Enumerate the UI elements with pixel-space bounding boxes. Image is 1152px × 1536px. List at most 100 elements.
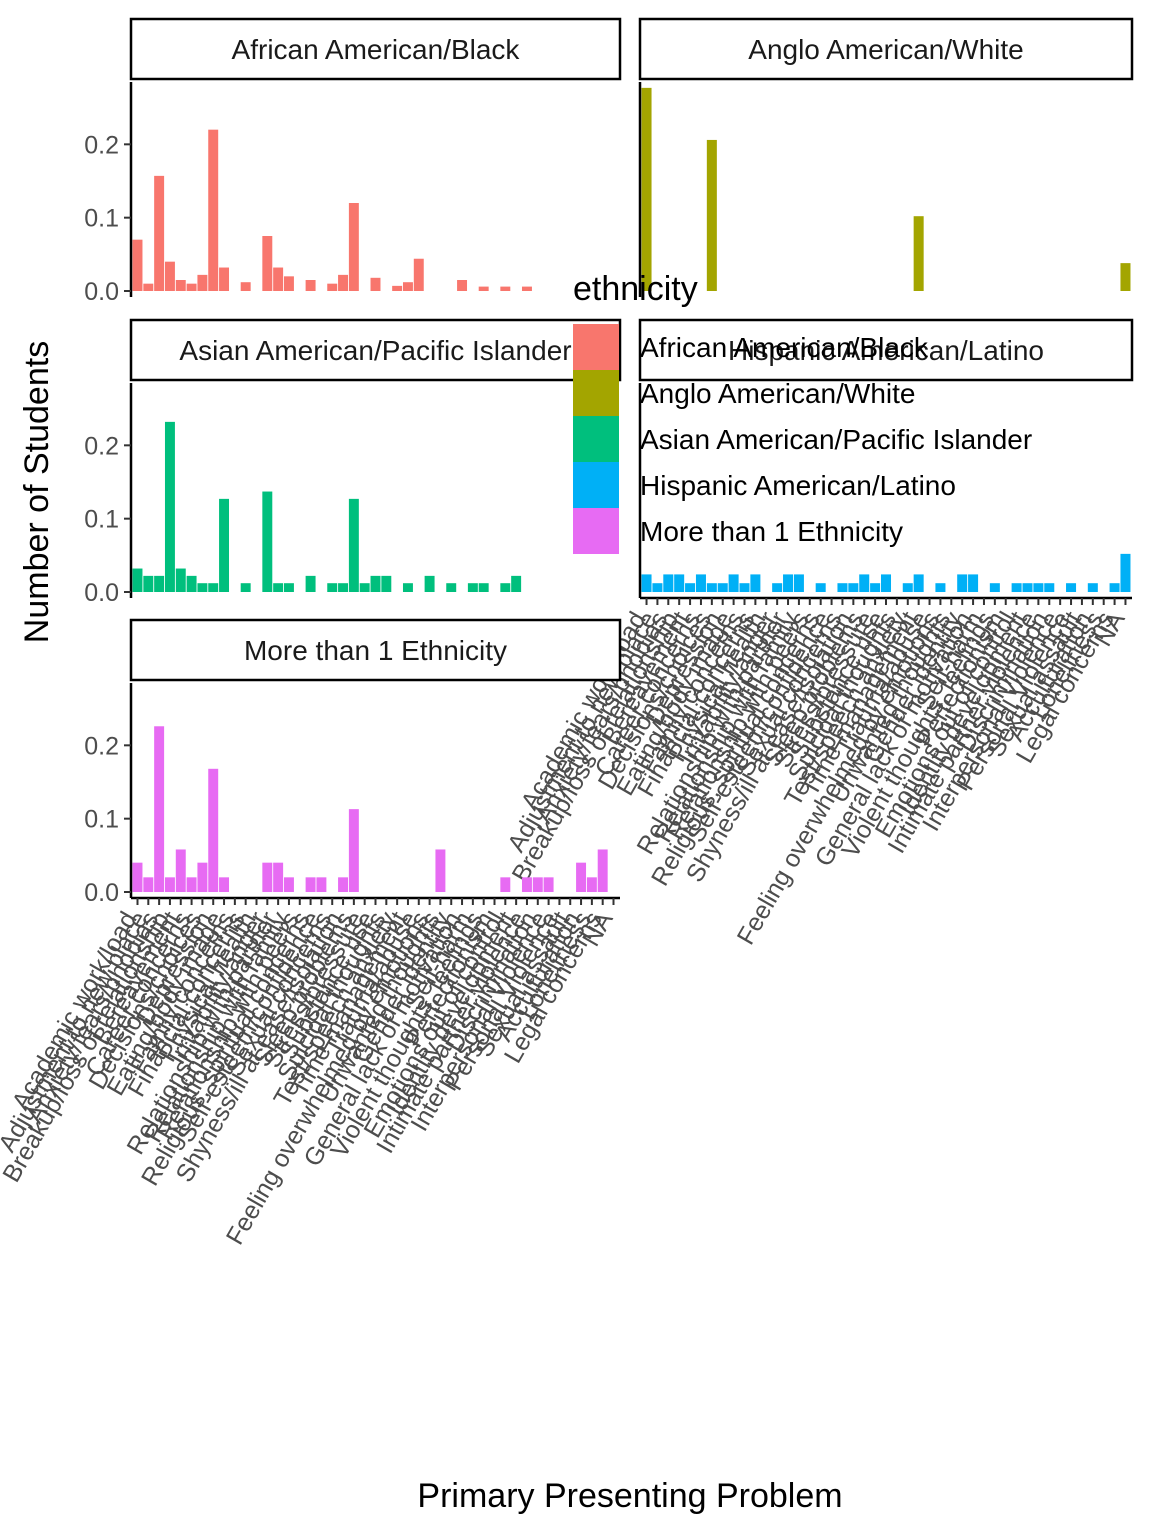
bar [793,574,804,592]
bar [837,583,848,592]
bar [175,568,186,592]
bar [739,583,750,592]
bar [685,583,696,592]
bar [392,285,403,291]
bar [576,862,587,892]
bar [219,877,230,892]
bar [197,274,208,291]
bar [262,491,273,592]
bar [500,877,511,892]
bar [197,583,208,592]
bar [164,421,175,592]
bar [132,239,143,291]
bar [327,583,338,592]
legend-key [573,508,619,554]
bar [663,574,674,592]
legend-label: More than 1 Ethnicity [640,516,903,547]
y-tick-label: 0.1 [84,506,119,534]
bar [1120,263,1131,291]
facet-strip-label: Hispanic American/Latino [728,335,1044,366]
bar [641,87,652,291]
bar [283,583,294,592]
bar [695,574,706,592]
bar [305,575,316,592]
bar [305,280,316,291]
bar [586,877,597,892]
bar [957,574,968,592]
x-axis-title: Primary Presenting Problem [417,1477,842,1515]
bar [273,862,284,892]
bar [1033,583,1044,592]
bar [652,583,663,592]
y-tick-label: 0.1 [84,205,119,233]
bar [305,877,316,892]
legend-key [573,370,619,416]
bar [381,575,392,592]
bar [348,498,359,592]
bar [154,726,165,892]
bar [783,574,794,592]
bar [717,583,728,592]
bar [154,575,165,592]
bar [1022,583,1033,592]
bar [728,574,739,592]
legend-key [573,462,619,508]
legend-label: African American/Black [640,332,929,363]
bar [175,849,186,892]
bar [316,877,327,892]
bar [132,862,143,892]
legend-label: Asian American/Pacific Islander [640,424,1032,455]
legend-key [573,324,619,370]
bar [848,583,859,592]
bar [283,276,294,291]
facet-strip [638,17,1134,81]
legend-label: Hispanic American/Latino [640,470,956,501]
y-tick-label: 0.2 [84,732,119,760]
facet-strip [129,318,622,382]
bar [208,583,219,592]
bar [413,258,424,291]
facet-strip-label: More than 1 Ethnicity [244,635,507,666]
y-tick-label: 0.2 [84,432,119,460]
facet-panel: African American/Black 0.0 0.1 0.2 [84,17,622,306]
bar [327,283,338,291]
bar [1109,583,1120,592]
bar [500,286,511,291]
bar [478,286,489,291]
bar [815,583,826,592]
bar [338,274,349,291]
facet-strip-label: Asian American/Pacific Islander [179,335,571,366]
bar [674,574,685,592]
bar [1011,583,1022,592]
bar [273,267,284,291]
facet-strip-label: Anglo American/White [748,34,1023,65]
bar [402,282,413,291]
legend-label: Anglo American/White [640,378,915,409]
bar [968,574,979,592]
bar [132,568,143,592]
bar [208,768,219,892]
bar [338,583,349,592]
bar [446,583,457,592]
bar [457,280,468,291]
bar [880,574,892,592]
bar [164,877,175,892]
facet-strip [638,318,1134,382]
bar [359,583,370,592]
bar [240,282,251,291]
bar [543,877,554,892]
bar [186,283,197,291]
bar [143,877,154,892]
y-tick-label: 0.0 [84,879,119,907]
bar [478,583,489,592]
y-tick-label: 0.1 [84,806,119,834]
bar [532,877,543,892]
bar [424,575,435,592]
bar [902,583,913,592]
bar [273,583,284,592]
bar [706,139,717,291]
bar [240,583,251,592]
bar [989,583,1000,592]
bar [1044,583,1055,592]
